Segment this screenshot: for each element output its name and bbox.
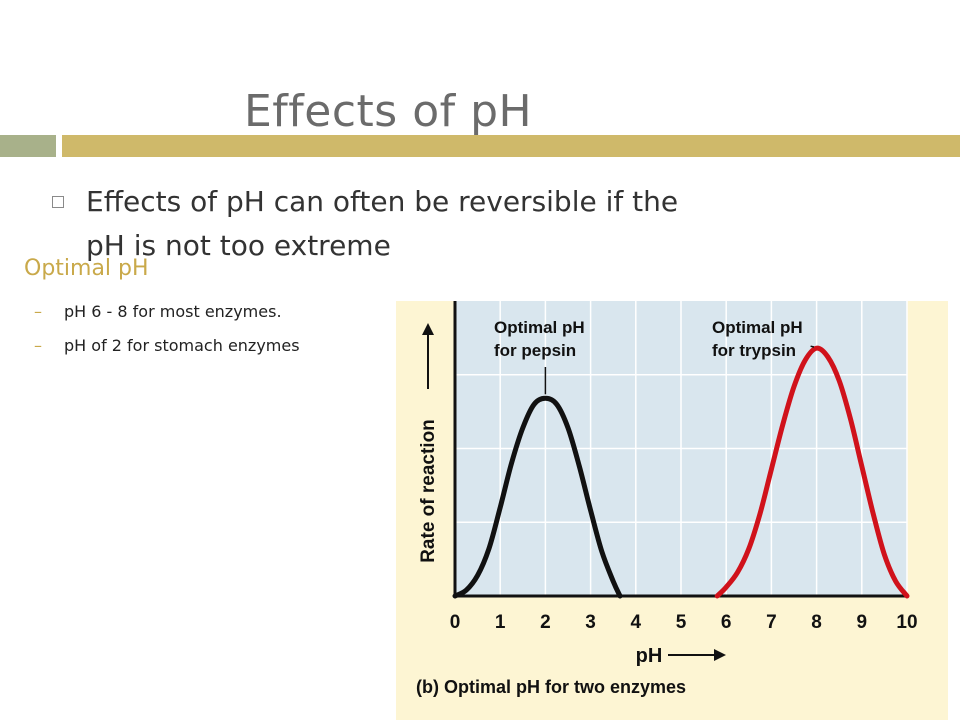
sub-heading: Optimal pH bbox=[24, 256, 149, 281]
x-tick-label: 3 bbox=[585, 612, 596, 633]
annotation-label: Optimal pH bbox=[494, 318, 585, 337]
x-tick-label: 1 bbox=[495, 612, 506, 633]
x-tick-label: 7 bbox=[766, 612, 777, 633]
chart-title: (b) Optimal pH for two enzymes bbox=[416, 677, 686, 697]
sub-list-item-text: pH of 2 for stomach enzymes bbox=[64, 336, 300, 355]
x-tick-label: 9 bbox=[857, 612, 868, 633]
y-axis-label: Rate of reaction bbox=[418, 419, 439, 563]
title-bar-right bbox=[62, 135, 960, 157]
sub-list-item: – pH 6 - 8 for most enzymes. bbox=[34, 300, 300, 334]
sub-list-item: – pH of 2 for stomach enzymes bbox=[34, 334, 300, 368]
annotation-label: for trypsin bbox=[712, 341, 796, 360]
title-bar-left bbox=[0, 135, 56, 157]
x-axis-label: pH bbox=[636, 645, 663, 667]
annotation-label: Optimal pH bbox=[712, 318, 803, 337]
x-tick-label: 10 bbox=[896, 612, 917, 633]
annotation-pointer bbox=[810, 345, 815, 348]
bullet-square-icon bbox=[52, 196, 64, 208]
x-tick-label: 8 bbox=[811, 612, 822, 633]
sub-list-item-text: pH 6 - 8 for most enzymes. bbox=[64, 302, 282, 321]
x-tick-label: 6 bbox=[721, 612, 732, 633]
sub-list: – pH 6 - 8 for most enzymes. – pH of 2 for… bbox=[34, 300, 300, 368]
x-tick-label: 4 bbox=[631, 612, 642, 633]
x-tick-labels: 0 1 2 3 4 5 6 7 8 9 10 bbox=[450, 612, 918, 633]
x-tick-label: 2 bbox=[540, 612, 551, 633]
bullet-text: Effects of pH can often be reversible if… bbox=[86, 185, 679, 262]
y-axis-arrow-icon bbox=[422, 323, 434, 389]
series-line bbox=[452, 395, 623, 599]
x-axis-arrow-icon bbox=[668, 649, 726, 661]
series-line bbox=[714, 345, 910, 599]
slide-title: Effects of pH bbox=[244, 86, 533, 137]
x-tick-label: 0 bbox=[450, 612, 461, 633]
chart-figure: Optimal pH for pepsin Optimal pH for trypsi… bbox=[396, 301, 948, 720]
chart-svg: Optimal pH for pepsin Optimal pH for trypsi… bbox=[396, 301, 948, 720]
annotations-group: Optimal pH for pepsin Optimal pH for trypsi… bbox=[494, 318, 815, 395]
annotation-label: for pepsin bbox=[494, 341, 576, 360]
grid bbox=[455, 301, 908, 596]
dash-marker: – bbox=[34, 336, 42, 355]
x-tick-label: 5 bbox=[676, 612, 687, 633]
axes bbox=[453, 301, 907, 598]
series-group bbox=[452, 345, 910, 599]
dash-marker: – bbox=[34, 302, 42, 321]
